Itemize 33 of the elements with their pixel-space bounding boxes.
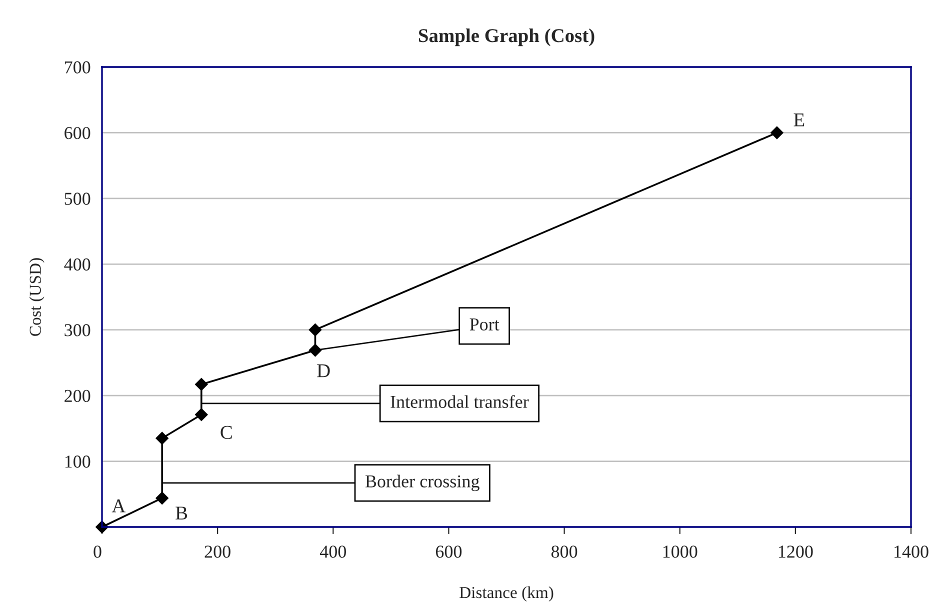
y-tick-label: 300	[64, 324, 90, 336]
y-tick-label: 500	[64, 192, 90, 205]
y-axis-title: Cost (USD)	[29, 258, 44, 336]
annotation: E	[794, 114, 804, 126]
y-tick-label: 200	[64, 390, 90, 402]
y-tick-label: 400	[64, 258, 90, 271]
x-tick-label: 200	[204, 546, 230, 558]
x-tick-label: 1400	[894, 546, 928, 558]
point	[156, 492, 169, 504]
point	[194, 378, 208, 391]
x-tick-label: 1200	[778, 546, 813, 558]
x-tick-label: 800	[551, 546, 578, 558]
point	[194, 408, 208, 422]
annotation: Port	[470, 318, 500, 330]
point	[308, 323, 322, 336]
y-tick-label: 100	[65, 456, 90, 468]
annotation: B	[176, 506, 188, 520]
chart-title: Sample Graph (Cost)	[418, 28, 594, 46]
y-tick-label: 600	[64, 126, 90, 140]
x-tick-label: 0	[94, 546, 102, 558]
point	[308, 344, 322, 357]
point	[770, 126, 784, 140]
x-axis-title: Distance (km)	[460, 586, 554, 602]
x-tick-label: 600	[436, 546, 462, 558]
x-tick-label: 400	[320, 546, 346, 558]
point	[156, 432, 169, 445]
y-tick-label: 700	[64, 61, 90, 74]
annotation: Intermodal transfer	[390, 395, 529, 408]
annotation: Border crossing	[365, 474, 480, 492]
x-tick-label: 1000	[663, 546, 698, 558]
annotation: D	[317, 364, 330, 378]
annotation: A	[112, 499, 126, 512]
annotation: C	[220, 426, 232, 439]
